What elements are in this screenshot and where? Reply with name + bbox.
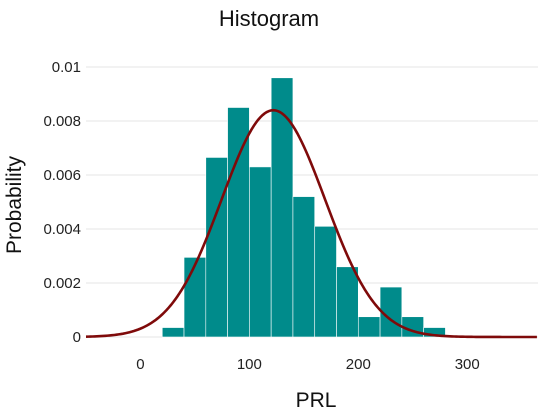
- x-tick-label-3: 300: [455, 356, 480, 373]
- histogram-bar-6: [292, 196, 316, 338]
- histogram-bar-8: [336, 266, 359, 338]
- histogram-bars: [161, 77, 446, 338]
- density-curve: [85, 108, 537, 339]
- x-axis-ticks: 0 100 200 300: [136, 356, 479, 373]
- y-tick-label-2: 0.004: [43, 221, 81, 238]
- chart-title: Histogram: [219, 6, 319, 31]
- histogram-bar-2: [205, 157, 228, 338]
- histogram-bar-4: [249, 166, 272, 338]
- x-tick-label-1: 100: [237, 356, 262, 373]
- histogram-bar-5: [270, 77, 294, 338]
- y-tick-label-4: 0.008: [43, 113, 81, 130]
- y-tick-label-5: 0.01: [52, 59, 81, 76]
- y-axis-ticks: 0 0.002 0.004 0.006 0.008 0.01: [43, 59, 81, 346]
- x-axis-label: PRL: [296, 389, 337, 412]
- y-tick-label-0: 0: [73, 329, 81, 346]
- histogram-bar-12: [423, 327, 446, 338]
- histogram-bar-7: [314, 226, 337, 338]
- y-tick-label-1: 0.002: [43, 275, 81, 292]
- y-tick-label-3: 0.006: [43, 167, 81, 184]
- histogram-bar-0: [161, 327, 185, 338]
- histogram-bar-9: [357, 316, 381, 338]
- histogram-bar-1: [183, 257, 207, 338]
- y-axis-label: Probability: [3, 155, 26, 254]
- x-tick-label-2: 200: [346, 356, 371, 373]
- density-curve-layer: [85, 108, 537, 339]
- x-tick-label-0: 0: [136, 356, 144, 373]
